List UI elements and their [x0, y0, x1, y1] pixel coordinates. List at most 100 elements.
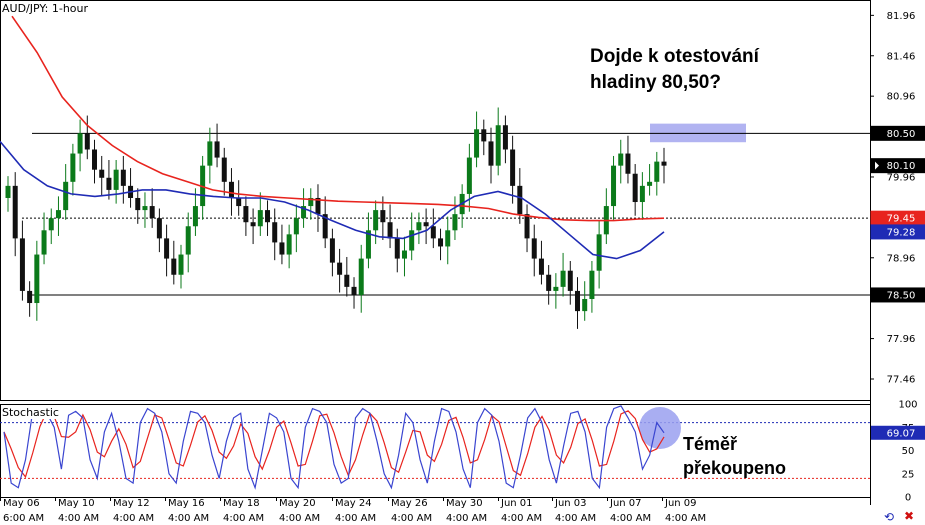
red-ma-tag-label: 79.45 — [887, 214, 916, 225]
annotation-overbought: Téměř překoupeno — [683, 432, 786, 480]
close-icon[interactable]: ✖ — [904, 509, 915, 523]
chart-title: AUD/JPY: 1-hour — [2, 2, 89, 15]
annotation-overbought-line1: Téměř — [683, 434, 738, 454]
time-tick-time: 4:00 AM — [335, 513, 376, 524]
level-bottom-tag-box — [870, 287, 925, 303]
candle-body — [337, 262, 343, 275]
candle-body — [560, 270, 566, 287]
candle-body — [156, 218, 162, 239]
stoch-tick-label: 25 — [902, 469, 915, 480]
time-tick-date: May 24 — [335, 498, 372, 509]
time-tick-date: Jun 03 — [554, 498, 587, 509]
candle-body — [164, 238, 170, 259]
time-tick-date: May 26 — [391, 498, 428, 509]
time-tick-time: 4:00 AM — [279, 513, 320, 524]
candle-body — [329, 238, 335, 263]
stochastic-pane — [0, 404, 871, 498]
candle-body — [315, 197, 321, 215]
time-tick-date: Jun 01 — [500, 498, 533, 509]
candle-body — [517, 185, 523, 215]
level-top-tag-box — [870, 125, 925, 141]
candle-body — [293, 218, 299, 235]
candle-body — [351, 286, 357, 295]
candle-body — [423, 222, 429, 227]
candle-body — [286, 234, 292, 255]
time-tick-date: Jun 09 — [664, 498, 697, 509]
time-tick-time: 4:00 AM — [665, 513, 706, 524]
price-tick-label: 81.96 — [887, 11, 916, 22]
candle-body — [272, 222, 278, 243]
time-tick-time: 4:00 AM — [610, 513, 651, 524]
candle-body — [481, 129, 487, 142]
candle-body — [5, 185, 11, 198]
candle-body — [647, 181, 653, 186]
candle-body — [438, 238, 444, 247]
candle-body — [106, 177, 112, 190]
candle-body — [589, 270, 595, 299]
price-tick-label: 80.96 — [887, 92, 916, 103]
blue-ma-tag-box — [870, 224, 925, 240]
candle-body — [149, 206, 155, 219]
candle-body — [113, 169, 119, 190]
candle-body — [596, 234, 602, 271]
price-axis: 81.96 81.46 80.96 80.50 79.96 78.96 78.50 77.96… — [870, 0, 925, 505]
candle-body — [228, 181, 234, 198]
price-tick-label: 81.46 — [887, 51, 916, 62]
candle-body — [574, 290, 580, 312]
candle-body — [344, 274, 350, 287]
refresh-icon[interactable]: ⟲ — [884, 510, 895, 524]
candle-body — [553, 286, 559, 291]
time-tick-date: May 30 — [446, 498, 483, 509]
candle-body — [409, 230, 415, 251]
candle-body — [524, 214, 530, 239]
time-axis: May 06 6:00 AM May 10 4:00 AM May 12 4:00 AM M… — [0, 497, 706, 524]
time-tick-time: 4:00 AM — [168, 513, 209, 524]
price-tick-label: 77.96 — [887, 334, 916, 345]
price-tick-label: 78.96 — [887, 253, 916, 264]
candle-body — [243, 206, 249, 223]
candle-body — [221, 157, 227, 182]
candle-body — [99, 169, 105, 178]
candle-body — [611, 165, 617, 207]
main-price-pane — [0, 0, 871, 401]
time-tick-time: 4:00 AM — [113, 513, 154, 524]
candle-body — [178, 254, 184, 275]
candle-body — [236, 197, 242, 207]
stochastic-title: Stochastic — [2, 406, 59, 419]
candle-body — [488, 141, 494, 166]
time-tick-date: Jun 07 — [609, 498, 642, 509]
candle-body — [430, 226, 436, 239]
time-tick-time: 4:00 AM — [223, 513, 264, 524]
candle-body — [531, 238, 537, 259]
candle-body — [257, 210, 263, 227]
candle-body — [55, 210, 61, 219]
time-tick-date: May 06 — [3, 498, 40, 509]
candle-body — [120, 169, 126, 186]
stoch-tick-label: 0 — [905, 493, 911, 504]
candle-body — [84, 133, 90, 150]
stoch-d-line — [3, 410, 665, 479]
candle-body — [510, 149, 516, 186]
candle-body — [452, 214, 458, 231]
stoch-tag-label: 69.07 — [887, 428, 916, 439]
candle-body — [207, 141, 213, 166]
level-top-tag-label: 80.50 — [887, 129, 916, 140]
candle-body — [502, 125, 508, 150]
time-tick-time: 4:00 AM — [555, 513, 596, 524]
time-tick-date: May 18 — [223, 498, 260, 509]
candle-body — [445, 230, 451, 247]
candle-body — [639, 185, 645, 203]
current-price-tag-label: 80.10 — [887, 161, 916, 172]
ma-blue-line — [0, 140, 665, 260]
time-tick-date: May 16 — [168, 498, 205, 509]
candle-body — [567, 270, 573, 291]
time-tick-date: May 10 — [58, 498, 95, 509]
candle-body — [171, 258, 177, 275]
annotation-overbought-line2: překoupeno — [683, 458, 787, 478]
candle-body — [34, 254, 40, 304]
time-tick-date: May 20 — [279, 498, 316, 509]
price-tick-label: 79.96 — [887, 172, 916, 183]
candle-body — [192, 206, 198, 227]
candle-body — [358, 258, 364, 295]
